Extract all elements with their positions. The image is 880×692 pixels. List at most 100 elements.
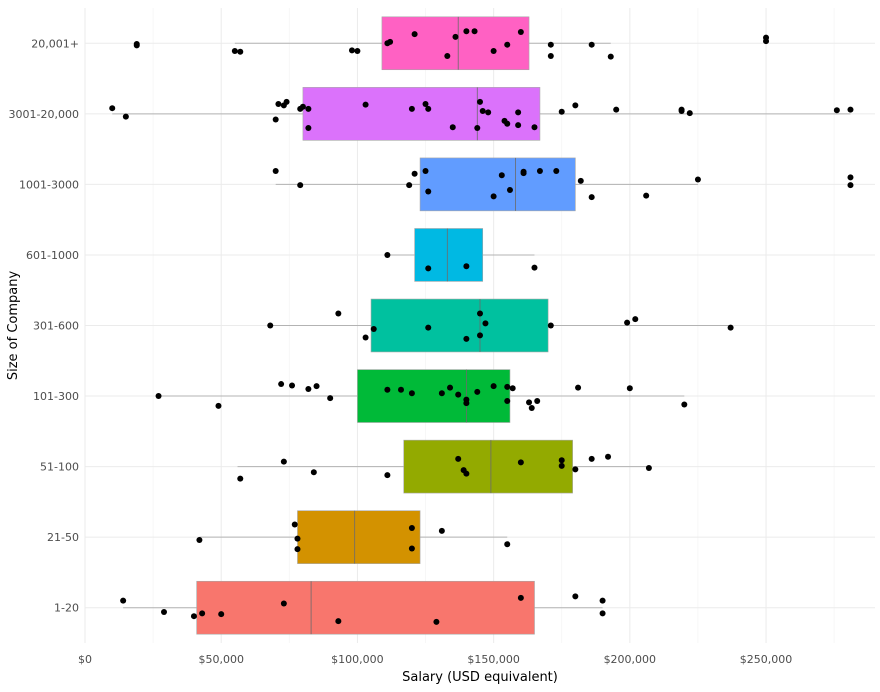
x-axis-title: Salary (USD equivalent) — [402, 670, 558, 685]
data-point — [763, 34, 770, 41]
data-point — [362, 101, 369, 108]
data-point — [504, 397, 511, 404]
data-point — [520, 168, 527, 175]
data-point — [455, 391, 462, 398]
data-point — [362, 334, 369, 341]
data-point — [463, 470, 470, 477]
data-point — [133, 40, 140, 47]
data-point — [694, 176, 701, 183]
data-point — [515, 109, 522, 116]
data-point — [313, 383, 320, 390]
data-point — [327, 395, 334, 402]
data-point — [509, 385, 516, 392]
x-tick-label: $150,000 — [467, 653, 520, 666]
data-point — [626, 385, 633, 392]
data-point — [645, 465, 652, 472]
data-point — [280, 600, 287, 607]
data-point — [370, 326, 377, 333]
data-point — [278, 381, 285, 388]
data-point — [109, 105, 116, 112]
y-tick-label: 1001-3000 — [19, 178, 79, 191]
data-point — [547, 41, 554, 48]
data-point — [490, 48, 497, 55]
data-point — [411, 31, 418, 38]
data-point — [425, 188, 432, 195]
data-point — [291, 521, 298, 528]
data-point — [479, 108, 486, 115]
data-point — [588, 41, 595, 48]
data-point — [425, 324, 432, 331]
y-tick-label: 3001-20,000 — [9, 108, 79, 121]
data-point — [280, 458, 287, 465]
box-301-600 — [270, 298, 731, 353]
data-point — [463, 396, 470, 403]
data-point — [517, 594, 524, 601]
data-point — [196, 536, 203, 543]
data-point — [120, 597, 127, 604]
data-point — [599, 597, 606, 604]
box-rect — [297, 510, 421, 564]
data-point — [161, 608, 167, 615]
box-20-001 — [234, 16, 611, 71]
data-point — [588, 455, 595, 462]
data-point — [577, 177, 584, 184]
data-point — [299, 103, 306, 110]
y-tick-label: 21-50 — [47, 531, 79, 544]
data-point — [294, 535, 301, 542]
data-point — [305, 124, 312, 131]
y-tick-label: 1-20 — [54, 602, 79, 615]
data-point — [504, 383, 511, 390]
data-point — [558, 457, 565, 464]
data-point — [536, 167, 543, 174]
data-point — [632, 316, 639, 323]
data-point — [575, 384, 582, 391]
data-point — [463, 263, 470, 270]
y-tick-label: 51-100 — [40, 461, 79, 474]
data-point — [463, 335, 470, 342]
data-point — [422, 100, 429, 107]
box-rect — [381, 16, 530, 71]
x-tick-label: $50,000 — [198, 653, 244, 666]
box-3001-20-000 — [112, 87, 851, 141]
y-tick-label: 101-300 — [33, 390, 79, 403]
data-point — [455, 455, 462, 462]
box-1001-3000 — [275, 157, 698, 212]
y-tick-label: 20,001+ — [31, 37, 79, 50]
data-point — [474, 388, 481, 395]
data-point — [289, 382, 296, 389]
data-point — [422, 167, 429, 174]
data-point — [310, 469, 317, 476]
data-point — [528, 405, 535, 412]
data-point — [267, 322, 274, 329]
x-tick-label: $250,000 — [740, 653, 793, 666]
data-point — [624, 319, 631, 326]
data-point — [558, 462, 565, 469]
box-21-50 — [199, 510, 508, 564]
data-point — [588, 194, 595, 201]
data-point — [294, 546, 301, 553]
data-point — [526, 399, 533, 406]
data-point — [218, 611, 225, 618]
data-point — [463, 28, 470, 35]
data-point — [335, 310, 342, 317]
data-point — [607, 53, 614, 60]
data-point — [237, 475, 244, 482]
x-tick-label: $200,000 — [604, 653, 657, 666]
data-point — [348, 47, 355, 54]
data-point — [477, 332, 483, 339]
box-rect — [196, 580, 535, 635]
data-point — [354, 48, 361, 55]
data-point — [433, 618, 440, 625]
data-point — [686, 110, 693, 117]
data-point — [190, 613, 197, 620]
data-point — [438, 390, 445, 397]
data-point — [531, 264, 538, 271]
data-point — [305, 386, 312, 392]
data-point — [504, 541, 511, 548]
box-rect — [403, 439, 573, 494]
data-point — [408, 390, 415, 397]
data-point — [572, 102, 579, 109]
data-point — [452, 33, 459, 40]
data-point — [406, 182, 413, 189]
